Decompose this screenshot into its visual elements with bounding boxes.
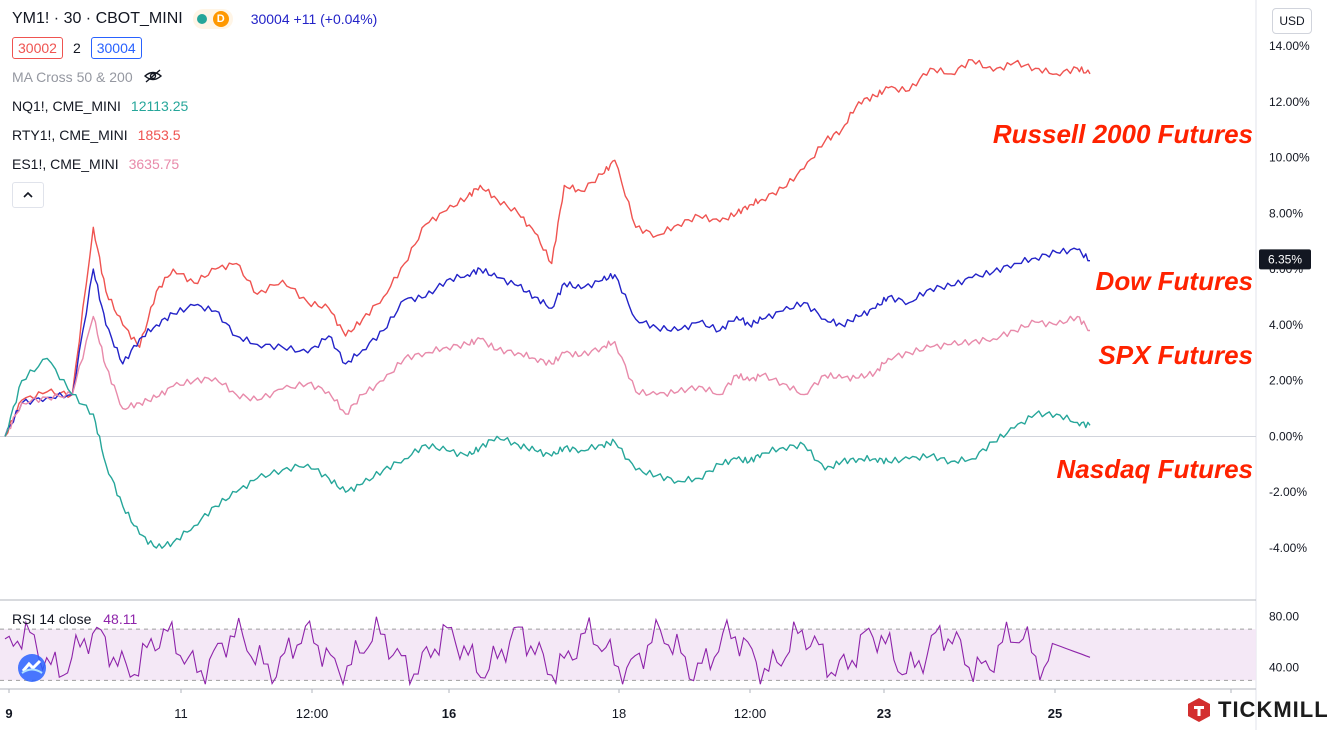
- x-tick-label: 12:00: [734, 706, 767, 721]
- y-tick-label: 14.00%: [1269, 39, 1310, 53]
- annotation-label: Nasdaq Futures: [1057, 454, 1254, 484]
- x-tick-label: 12:00: [296, 706, 329, 721]
- y-tick-label: -2.00%: [1269, 485, 1307, 499]
- market-status[interactable]: D: [192, 9, 233, 29]
- spread-value: 2: [72, 40, 81, 56]
- market-open-icon: [196, 14, 207, 24]
- y-tick-label: 12.00%: [1269, 95, 1310, 109]
- tickmill-brand: TICKMILL: [1186, 697, 1327, 723]
- y-tick-label: -4.00%: [1269, 541, 1307, 555]
- currency-button[interactable]: USD: [1272, 8, 1312, 34]
- annotation-group: Russell 2000 Futures Dow Futures SPX Futur…: [993, 119, 1253, 484]
- rsi-label: RSI 14 close: [12, 611, 92, 627]
- current-price-label-group: 6.35%: [1259, 249, 1311, 270]
- current-price-label: [1259, 249, 1311, 270]
- x-tick-label: 9: [5, 706, 12, 721]
- rsi-pane: 80.00 40.00: [0, 609, 1299, 687]
- series-line-2: [4, 247, 1090, 437]
- buy-button[interactable]: 30004: [90, 37, 142, 59]
- series-line-1: [4, 59, 1091, 437]
- symbol-row: YM1! · 30 · CBOT_MINI D 30004 +11 (+0.04…: [12, 8, 377, 30]
- symbol-title[interactable]: YM1! · 30 · CBOT_MINI: [12, 10, 183, 27]
- y-tick-label: 0.00%: [1269, 429, 1303, 443]
- series-line-3: [4, 315, 1090, 437]
- chart-legend: YM1! · 30 · CBOT_MINI D 30004 +11 (+0.04…: [12, 8, 377, 208]
- main-series-group: [4, 59, 1091, 549]
- y-tick-label: 10.00%: [1269, 151, 1310, 165]
- rsi-tick-label: 40.00: [1269, 661, 1299, 675]
- x-tick-label: 25: [1048, 706, 1062, 721]
- ma-indicator-row[interactable]: MA Cross 50 & 200: [12, 66, 377, 88]
- delayed-badge: D: [212, 11, 229, 27]
- time-axis[interactable]: 9 11 12:00 16 18 12:00 23 25: [5, 689, 1232, 721]
- collapse-legend-button[interactable]: [12, 182, 44, 208]
- y-tick-label: 4.00%: [1269, 318, 1303, 332]
- x-tick-label: 11: [174, 706, 188, 721]
- annotation-label: Russell 2000 Futures: [993, 119, 1253, 149]
- bid-ask-row: 30002 2 30004: [12, 37, 377, 59]
- hidden-eye-icon[interactable]: [143, 68, 163, 87]
- rsi-line: [4, 616, 1091, 687]
- rsi-tick-label: 80.00: [1269, 609, 1299, 623]
- compare-value-rty: 1853.5: [137, 127, 181, 143]
- compare-value-nq: 12113.25: [130, 98, 189, 114]
- x-tick-label: 16: [442, 706, 456, 721]
- chevron-up-icon: [23, 191, 33, 198]
- compare-label-es: ES1!, CME_MINI: [12, 156, 119, 172]
- rsi-value: 48.11: [103, 611, 138, 627]
- sell-button[interactable]: 30002: [12, 37, 63, 59]
- tickmill-logo-icon: [1188, 698, 1210, 722]
- brand-name: TICKMILL: [1218, 697, 1327, 722]
- compare-row-nq[interactable]: NQ1!, CME_MINI 12113.25: [12, 95, 377, 117]
- compare-label-rty: RTY1!, CME_MINI: [12, 127, 128, 143]
- tradingview-logo-icon[interactable]: [18, 654, 46, 682]
- rsi-band: [0, 629, 1256, 681]
- series-line-4: [4, 357, 1091, 549]
- current-price-text: 6.35%: [1268, 252, 1302, 266]
- compare-value-es: 3635.75: [128, 156, 180, 172]
- annotation-label: Dow Futures: [1096, 266, 1253, 296]
- quote-text: 30004 +11 (+0.04%): [250, 11, 378, 27]
- compare-label-nq: NQ1!, CME_MINI: [12, 98, 121, 114]
- ma-indicator-label: MA Cross 50 & 200: [12, 69, 133, 85]
- compare-row-rty[interactable]: RTY1!, CME_MINI 1853.5: [12, 124, 377, 146]
- y-tick-label: 8.00%: [1269, 206, 1303, 220]
- rsi-legend[interactable]: RSI 14 close 48.11: [12, 611, 137, 627]
- compare-row-es[interactable]: ES1!, CME_MINI 3635.75: [12, 153, 377, 175]
- x-tick-label: 18: [612, 706, 626, 721]
- price-axis[interactable]: 14.00%12.00%10.00%8.00%6.00%4.00%2.00%0.…: [1269, 39, 1310, 555]
- y-tick-label: 2.00%: [1269, 374, 1303, 388]
- annotation-label: SPX Futures: [1098, 340, 1253, 370]
- x-tick-label: 23: [877, 706, 891, 721]
